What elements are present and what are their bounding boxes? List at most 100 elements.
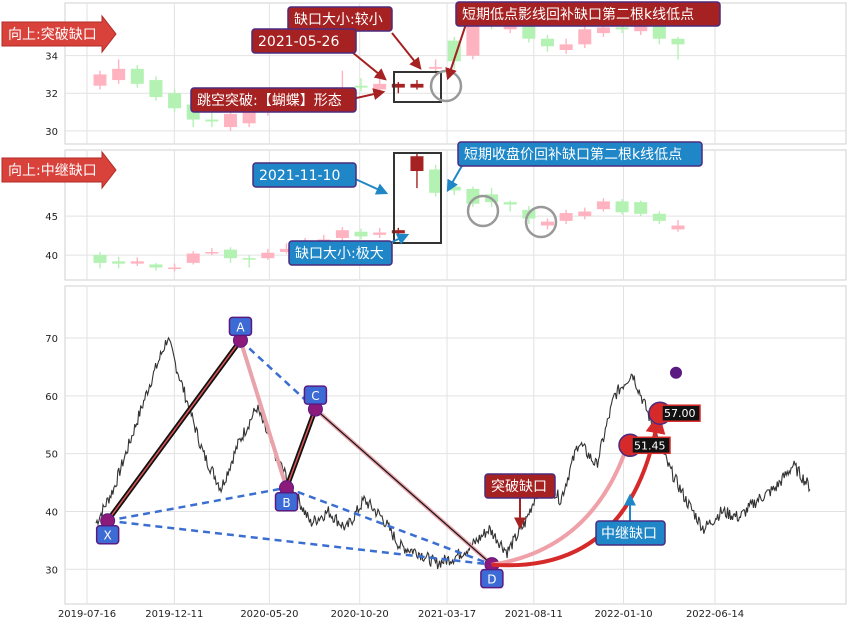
date-arrow xyxy=(351,51,387,81)
top-candle-body xyxy=(93,74,107,86)
bd-dashed xyxy=(286,486,493,566)
top-candle-body xyxy=(224,113,238,128)
top-candle-body xyxy=(112,68,126,81)
support-callout-top-text: 短期低点影线回补缺口第二根k线低点 xyxy=(462,6,694,23)
size-arrow xyxy=(391,32,422,70)
top-candle-body xyxy=(615,27,629,30)
middle-gap-box xyxy=(393,152,442,244)
support-arrow-top xyxy=(445,23,467,81)
x-tick-label: 2019-12-11 xyxy=(145,609,203,620)
top-candle-body xyxy=(130,68,144,84)
xb-dashed xyxy=(107,486,287,522)
mid-support-callout: 短期收盘价回补缺口第二根k线低点 xyxy=(457,141,703,167)
top-candle-body xyxy=(596,27,610,34)
x-tick-label: 2019-07-16 xyxy=(58,609,116,620)
xa-leg-inner xyxy=(107,339,242,522)
middle-candle-body xyxy=(130,261,144,264)
middle-candle-body xyxy=(578,211,592,217)
point-label-box xyxy=(274,492,299,512)
point-label-box xyxy=(228,316,253,337)
bottom-y-tick-label: 50 xyxy=(45,450,58,461)
point-label: A xyxy=(236,320,245,334)
top-panel-tag-text: 向上:突破缺口 xyxy=(8,27,97,43)
mid-size-arrow xyxy=(389,233,410,245)
top-candle-body xyxy=(578,29,592,45)
top-candle-body xyxy=(391,83,405,88)
top-candle-body xyxy=(429,66,443,69)
middle-support-circle-2 xyxy=(524,205,558,239)
breakout-callout: 突破缺口 xyxy=(484,473,556,530)
bottom-y-tick-label: 70 xyxy=(45,334,58,345)
x-tick-label: 2022-01-10 xyxy=(594,609,652,620)
date-callout-text: 2021-05-26 xyxy=(258,34,339,50)
middle-candle-body xyxy=(242,258,256,260)
middle-candle-body xyxy=(112,261,126,264)
middle-candle-body xyxy=(615,201,629,213)
middle-support-circle-1 xyxy=(466,194,500,228)
xd-dashed xyxy=(107,519,493,566)
top-candle-body xyxy=(540,38,554,47)
middle-candle-body xyxy=(410,156,424,172)
middle-candle-body xyxy=(149,264,163,268)
middle-candle-body xyxy=(429,169,443,193)
middle-candle-body xyxy=(540,221,554,226)
middle-candle-body xyxy=(671,225,685,230)
middle-candle-body xyxy=(335,230,349,238)
bottom-y-tick-label: 40 xyxy=(45,507,58,518)
top-y-tick-label: 30 xyxy=(45,127,58,138)
price-line xyxy=(95,336,811,570)
gap-price-label: 57.00 xyxy=(664,407,696,420)
middle-candle-body xyxy=(224,249,238,259)
middle-panel-frame xyxy=(64,149,847,281)
middle-candle-body xyxy=(279,248,293,252)
middle-candle-body xyxy=(503,202,517,205)
top-candle-body xyxy=(447,40,461,62)
top-candle-body xyxy=(373,83,387,90)
top-candle-body xyxy=(149,80,163,97)
continuation-callout: 中继缺口 xyxy=(595,493,666,546)
x-tick-label: 2021-03-17 xyxy=(418,609,476,620)
point-label: D xyxy=(487,573,496,587)
top-candle-body xyxy=(242,112,256,124)
ac-dashed xyxy=(239,339,317,411)
top-candle-body xyxy=(671,38,685,45)
gap-price-box xyxy=(631,436,671,455)
top-candle-body xyxy=(168,93,182,109)
middle-candle-body xyxy=(596,201,610,210)
top-candle-body xyxy=(559,44,573,50)
point-label-box xyxy=(480,568,504,589)
top-panel-tag: 向上:突破缺口 xyxy=(1,14,117,54)
peak-marker xyxy=(670,366,682,379)
point-label: B xyxy=(282,496,290,510)
pattern-callout-text: 跳空突破:【蝴蝶】形态 xyxy=(197,93,342,109)
bottom-y-tick-label: 30 xyxy=(45,565,58,576)
top-candle-body xyxy=(354,85,368,88)
middle-y-tick-label: 45 xyxy=(45,212,58,223)
size-callout: 缺口大小:较小 xyxy=(287,6,393,32)
top-candle-body xyxy=(410,83,424,88)
middle-candle-body xyxy=(93,255,107,263)
top-candle-body xyxy=(466,21,480,56)
middle-candle-body xyxy=(168,267,182,270)
point-label-box xyxy=(95,524,120,545)
middle-candle-body xyxy=(373,232,387,235)
middle-candle-body xyxy=(186,253,200,263)
x-tick-label: 2020-05-20 xyxy=(240,609,298,620)
mid-size-callout-text: 缺口大小:极大 xyxy=(295,246,384,262)
mid-support-callout-text: 短期收盘价回补缺口第二根k线低点 xyxy=(464,146,682,163)
top-candle-body xyxy=(205,119,219,122)
point-label: C xyxy=(311,389,319,403)
pattern-arrow xyxy=(351,88,386,100)
mid-size-callout: 缺口大小:极大 xyxy=(288,240,393,266)
top-y-tick-label: 32 xyxy=(45,89,58,100)
gap-price-label: 51.45 xyxy=(634,439,666,452)
middle-panel-tag: 向上:中继缺口 xyxy=(1,150,117,190)
ab-leg xyxy=(238,339,289,489)
mid-support-arrow xyxy=(446,163,464,193)
point-label: X xyxy=(104,529,112,543)
middle-panel-tag-text: 向上:中继缺口 xyxy=(8,163,97,179)
point-label-box xyxy=(303,385,328,405)
mid-date-arrow xyxy=(352,177,389,195)
x-tick-label: 2021-08-11 xyxy=(505,609,563,620)
middle-candle-body xyxy=(205,251,219,254)
